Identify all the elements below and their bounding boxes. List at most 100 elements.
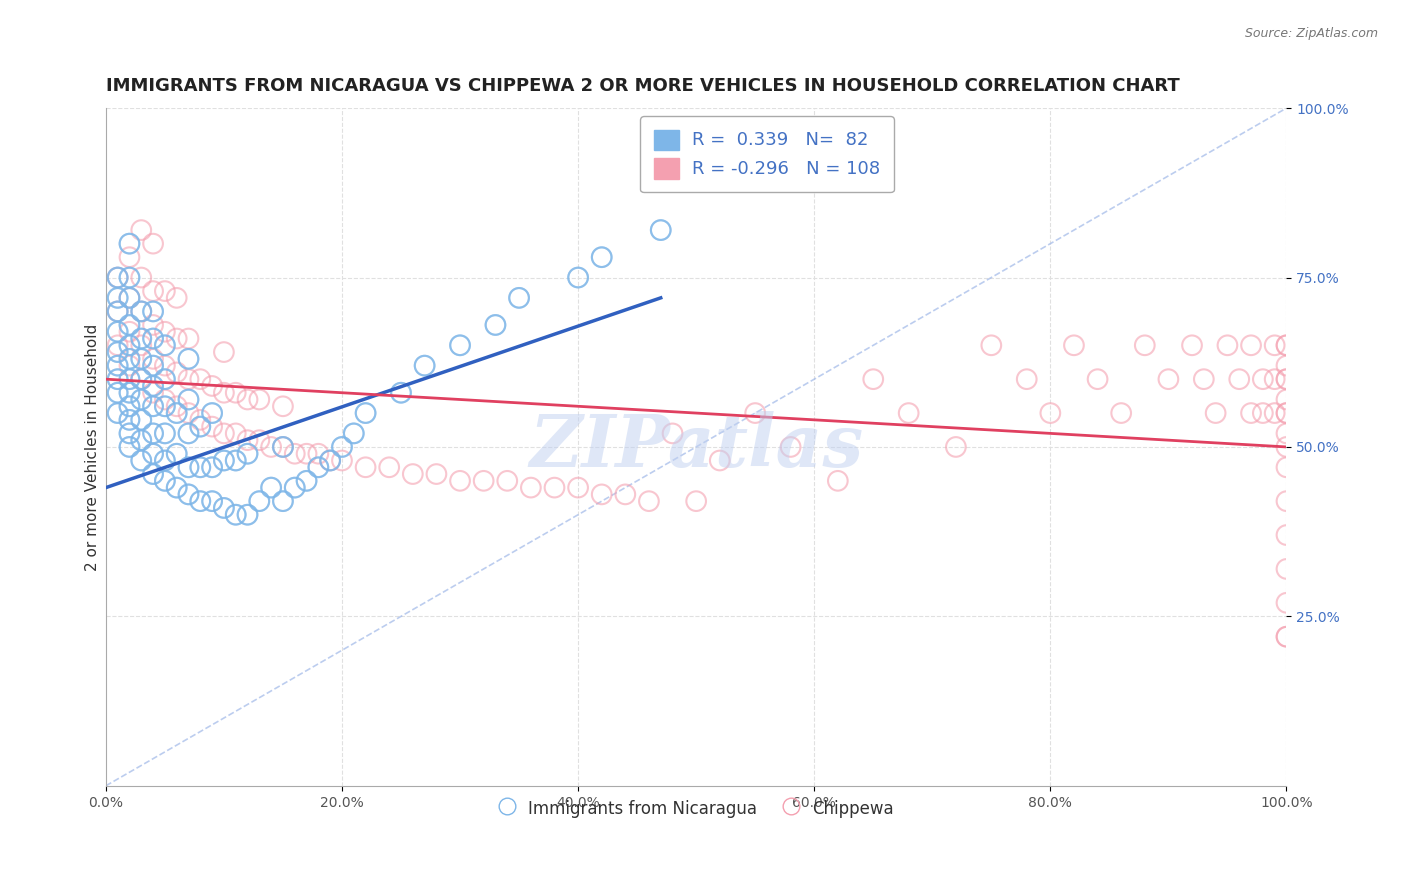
Point [307, 447, 329, 461]
Point [614, 487, 637, 501]
Point [1275, 630, 1298, 644]
Point [225, 385, 247, 400]
Point [118, 325, 141, 339]
Point [188, 419, 211, 434]
Point [1275, 426, 1298, 441]
Point [142, 447, 165, 461]
Point [142, 426, 165, 441]
Point [188, 419, 211, 434]
Point [142, 467, 165, 481]
Point [166, 447, 188, 461]
Point [449, 338, 471, 352]
Point [1251, 372, 1274, 386]
Point [142, 385, 165, 400]
Point [107, 385, 129, 400]
Point [153, 453, 176, 467]
Point [295, 447, 318, 461]
Point [153, 338, 176, 352]
Point [1264, 372, 1286, 386]
Point [153, 325, 176, 339]
Point [201, 379, 224, 393]
Point [330, 440, 353, 454]
Point [188, 413, 211, 427]
Point [567, 270, 589, 285]
Point [508, 291, 530, 305]
Point [1275, 359, 1298, 373]
Point [153, 284, 176, 298]
Point [449, 338, 471, 352]
Point [225, 508, 247, 522]
Point [107, 372, 129, 386]
Point [118, 372, 141, 386]
Point [449, 474, 471, 488]
Point [107, 325, 129, 339]
Point [247, 494, 270, 508]
Point [402, 467, 425, 481]
Point [1275, 338, 1298, 352]
Point [567, 270, 589, 285]
Point [779, 440, 801, 454]
Point [142, 467, 165, 481]
Point [945, 440, 967, 454]
Point [225, 453, 247, 467]
Point [1275, 338, 1298, 352]
Point [177, 406, 200, 420]
Point [650, 223, 672, 237]
Point [118, 291, 141, 305]
Point [236, 392, 259, 407]
Point [1039, 406, 1062, 420]
Point [107, 291, 129, 305]
Point [107, 406, 129, 420]
Point [153, 453, 176, 467]
Point [319, 453, 342, 467]
Point [1275, 596, 1298, 610]
Point [661, 426, 683, 441]
Point [247, 494, 270, 508]
Point [142, 304, 165, 318]
Text: ZIPatlas: ZIPatlas [529, 411, 863, 483]
Point [1275, 460, 1298, 475]
Point [295, 474, 318, 488]
Point [236, 508, 259, 522]
Point [153, 338, 176, 352]
Point [484, 318, 506, 332]
Point [129, 223, 152, 237]
Point [1275, 494, 1298, 508]
Point [201, 406, 224, 420]
Point [153, 399, 176, 413]
Point [591, 250, 613, 264]
Point [129, 372, 152, 386]
Point [166, 481, 188, 495]
Point [166, 291, 188, 305]
Point [307, 460, 329, 475]
Point [295, 474, 318, 488]
Point [153, 392, 176, 407]
Point [129, 304, 152, 318]
Point [496, 474, 519, 488]
Point [1275, 372, 1298, 386]
Point [129, 304, 152, 318]
Point [1240, 338, 1263, 352]
Point [118, 270, 141, 285]
Point [166, 406, 188, 420]
Point [1275, 440, 1298, 454]
Point [389, 385, 412, 400]
Point [1205, 406, 1227, 420]
Point [142, 236, 165, 251]
Point [744, 406, 766, 420]
Point [177, 426, 200, 441]
Point [827, 474, 849, 488]
Point [638, 494, 661, 508]
Point [142, 379, 165, 393]
Point [284, 481, 307, 495]
Point [1275, 392, 1298, 407]
Point [177, 392, 200, 407]
Point [1251, 406, 1274, 420]
Point [354, 460, 377, 475]
Point [118, 372, 141, 386]
Point [354, 406, 377, 420]
Point [1275, 528, 1298, 542]
Point [118, 291, 141, 305]
Point [188, 494, 211, 508]
Point [107, 406, 129, 420]
